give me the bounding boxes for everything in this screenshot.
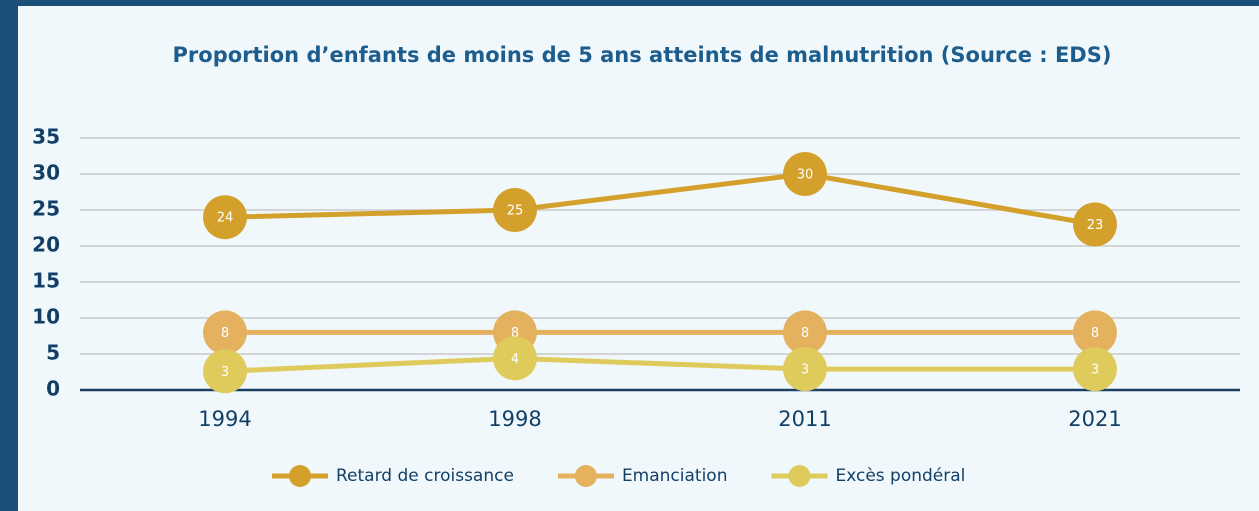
data-label: 3	[801, 363, 809, 378]
x-tick-label: 2011	[778, 407, 831, 431]
data-point	[1073, 202, 1117, 247]
y-tick-label: 0	[46, 377, 60, 401]
y-tick-label: 30	[32, 161, 60, 185]
legend-label: Retard de croissance	[336, 466, 514, 486]
y-tick-label: 35	[32, 125, 60, 149]
chart-title: Proportion d’enfants de moins de 5 ans a…	[173, 43, 1112, 67]
y-tick-label: 25	[32, 197, 60, 221]
data-point	[493, 188, 537, 232]
series-line	[224, 171, 1096, 227]
x-tick-label: 2021	[1068, 407, 1121, 431]
legend-label: Emanciation	[622, 466, 728, 486]
data-point	[203, 349, 247, 394]
series-line	[224, 355, 1095, 374]
legend-marker	[574, 465, 597, 487]
data-point	[203, 310, 247, 355]
data-point	[783, 310, 827, 355]
data-label: 8	[801, 326, 809, 341]
background	[18, 6, 1259, 511]
x-tick-label: 1998	[488, 407, 541, 431]
data-point	[783, 152, 827, 196]
data-label: 8	[511, 326, 519, 341]
data-label: 8	[1091, 326, 1099, 341]
data-label: 4	[511, 352, 519, 367]
data-label: 23	[1087, 218, 1104, 233]
y-tick-label: 15	[32, 269, 60, 293]
data-point	[783, 347, 827, 392]
data-label: 3	[221, 365, 229, 380]
data-point	[203, 195, 247, 240]
data-label: 25	[507, 204, 524, 219]
data-point	[1073, 310, 1117, 355]
data-label: 30	[797, 168, 814, 183]
data-point	[493, 336, 537, 381]
y-tick-label: 5	[46, 341, 60, 365]
legend-marker	[788, 465, 811, 487]
x-tick-label: 1994	[198, 407, 251, 431]
data-label: 8	[221, 326, 229, 341]
data-label: 24	[217, 211, 234, 226]
data-point	[1073, 347, 1117, 392]
y-tick-label: 20	[32, 233, 60, 257]
y-tick-label: 10	[32, 305, 60, 329]
data-label: 3	[1091, 363, 1099, 378]
legend-marker	[289, 465, 311, 487]
legend-label: Excès pondéral	[835, 466, 965, 486]
